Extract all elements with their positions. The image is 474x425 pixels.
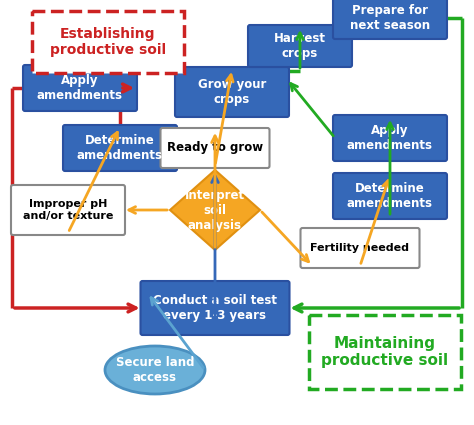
FancyBboxPatch shape: [23, 65, 137, 111]
Ellipse shape: [105, 346, 205, 394]
Text: Ready to grow: Ready to grow: [167, 142, 263, 155]
Text: Determine
amendments: Determine amendments: [347, 182, 433, 210]
Text: Determine
amendments: Determine amendments: [77, 134, 163, 162]
Text: Harvest
crops: Harvest crops: [274, 32, 326, 60]
FancyBboxPatch shape: [32, 11, 184, 73]
FancyBboxPatch shape: [161, 128, 270, 168]
Text: Secure land
access: Secure land access: [116, 356, 194, 384]
FancyBboxPatch shape: [333, 173, 447, 219]
Text: Fertility needed: Fertility needed: [310, 243, 410, 253]
FancyBboxPatch shape: [11, 185, 125, 235]
Text: Apply
amendments: Apply amendments: [347, 124, 433, 152]
Text: Apply
amendments: Apply amendments: [37, 74, 123, 102]
FancyBboxPatch shape: [140, 281, 290, 335]
FancyBboxPatch shape: [309, 315, 461, 389]
Text: Grow your
crops: Grow your crops: [198, 78, 266, 106]
Text: Improper pH
and/or texture: Improper pH and/or texture: [23, 199, 113, 221]
Text: Establishing
productive soil: Establishing productive soil: [50, 27, 166, 57]
FancyBboxPatch shape: [333, 115, 447, 161]
FancyBboxPatch shape: [333, 0, 447, 39]
FancyBboxPatch shape: [175, 67, 289, 117]
FancyBboxPatch shape: [248, 25, 352, 67]
FancyBboxPatch shape: [63, 125, 177, 171]
Text: Prepare for
next season: Prepare for next season: [350, 4, 430, 32]
FancyBboxPatch shape: [301, 228, 419, 268]
Text: Maintaining
productive soil: Maintaining productive soil: [321, 336, 448, 368]
Text: Interpret
soil
analysis: Interpret soil analysis: [185, 189, 245, 232]
Text: Conduct a soil test
every 1-3 years: Conduct a soil test every 1-3 years: [153, 294, 277, 322]
Polygon shape: [170, 170, 260, 250]
